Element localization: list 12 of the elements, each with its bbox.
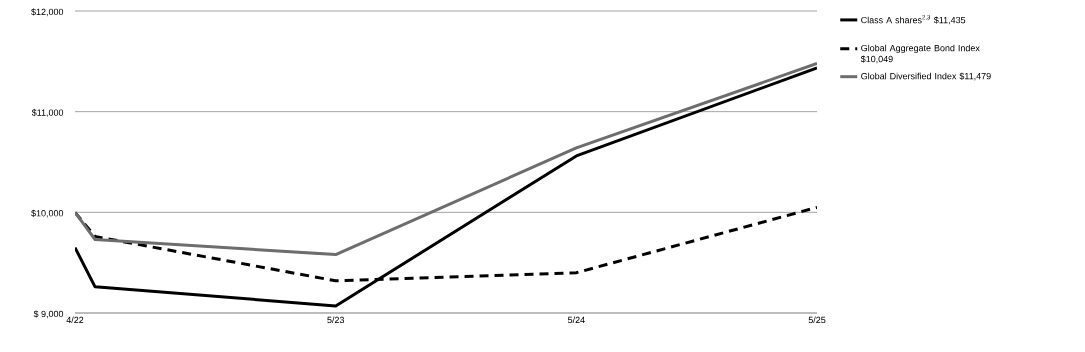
legend-label: Global Aggregate Bond Index $10,049	[860, 44, 980, 64]
legend-label: Global Diversified Index $11,479	[861, 72, 991, 81]
x-tick-label: 5/25	[808, 316, 826, 324]
x-tick-label: 4/22	[66, 316, 84, 324]
x-tick-label: 5/24	[567, 316, 585, 324]
y-tick-label: $10,000	[31, 209, 64, 218]
y-tick-label: $ 9,000	[33, 310, 64, 319]
x-tick-label: 5/23	[327, 316, 345, 324]
y-tick-label: $11,000	[31, 109, 64, 117]
legend-label: Class A shares$^{2,3}$ $11,435	[861, 15, 966, 25]
line-series	[75, 66, 818, 308]
y-tick-label: $12,000	[31, 8, 64, 17]
